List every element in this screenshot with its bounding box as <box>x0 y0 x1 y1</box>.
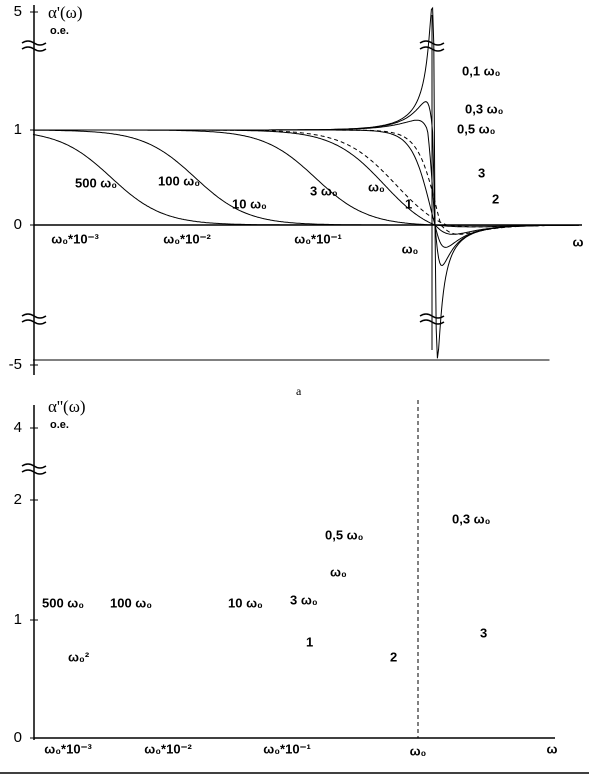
x-tick-label: ω₀*10⁻¹ <box>294 231 342 246</box>
unit-label: o.e. <box>50 419 69 431</box>
curve-label: 3 ω₀ <box>290 592 318 607</box>
curve-label: 0,3 ω₀ <box>465 101 504 116</box>
y-tick-label: -5 <box>9 356 22 373</box>
y-tick-label: 5 <box>14 3 22 20</box>
bottom-panel: α''(ω) o.e. 4 2 1 0 ω₀*10⁻³ ω₀*10⁻² ω₀*10⁻¹ ω₀ ω… <box>14 359 558 758</box>
axis-break <box>21 463 47 475</box>
curve-label: 3 ω₀ <box>310 183 338 198</box>
x-tick-label: ω₀*10⁻² <box>144 741 192 756</box>
curve-label: 1 <box>306 634 313 649</box>
y-axis-label: α''(ω) <box>48 397 86 416</box>
curve <box>194 129 578 228</box>
curve-label: 500 ω₀ <box>42 595 84 610</box>
x-tick-label: ω₀*10⁻³ <box>51 231 99 246</box>
curve-label: 500 ω₀ <box>75 175 117 190</box>
y-tick-label: 2 <box>14 491 22 508</box>
curve <box>32 134 579 226</box>
curve-label: 0,5 ω₀ <box>457 121 496 136</box>
curve-label: ω₀ <box>330 564 347 579</box>
curve <box>195 129 578 235</box>
curve-label: 2 <box>492 191 499 206</box>
curve-label: 0,3 ω₀ <box>452 511 491 526</box>
caption: a <box>296 384 302 398</box>
y-tick-label: 0 <box>14 729 22 746</box>
y-tick-label: 1 <box>14 611 22 628</box>
unit-label: o.e. <box>50 25 69 37</box>
y-tick-label: 0 <box>14 216 22 233</box>
axis-break <box>21 40 47 325</box>
curve-label: 3 <box>478 165 485 180</box>
y-axis-label: α'(ω) <box>48 3 82 22</box>
y-tick-label: 1 <box>14 121 22 138</box>
axis-break <box>419 40 445 325</box>
x-tick-label: ω₀*10⁻³ <box>44 741 92 756</box>
curve-label: 100 ω₀ <box>158 173 200 188</box>
curve-label: 100 ω₀ <box>110 595 152 610</box>
curve-label: 1 <box>405 196 412 211</box>
curve-label: 10 ω₀ <box>228 595 263 610</box>
top-panel: α'(ω) o.e. 5 1 0 -5 ω₀*10⁻³ ω₀*10⁻² ω₀*10⁻¹ ω₀ ω… <box>9 3 584 375</box>
curve-label: ω₀² <box>68 649 90 664</box>
curve-label: 2 <box>390 649 397 664</box>
curve-label: 3 <box>480 625 487 640</box>
curve-label: 0,5 ω₀ <box>325 527 364 542</box>
x-tick-label: ω <box>573 234 584 249</box>
y-tick-label: 4 <box>14 419 22 436</box>
x-tick-label: ω₀*10⁻² <box>163 231 211 246</box>
x-tick-label: ω₀ <box>402 241 419 256</box>
curve-label: ω₀ <box>368 179 385 194</box>
curve-label: 0,1 ω₀ <box>462 63 501 78</box>
x-tick-label: ω <box>547 741 558 756</box>
x-tick-label: ω₀*10⁻¹ <box>263 741 311 756</box>
curve-label: 10 ω₀ <box>232 196 267 211</box>
x-tick-label: ω₀ <box>410 743 427 758</box>
